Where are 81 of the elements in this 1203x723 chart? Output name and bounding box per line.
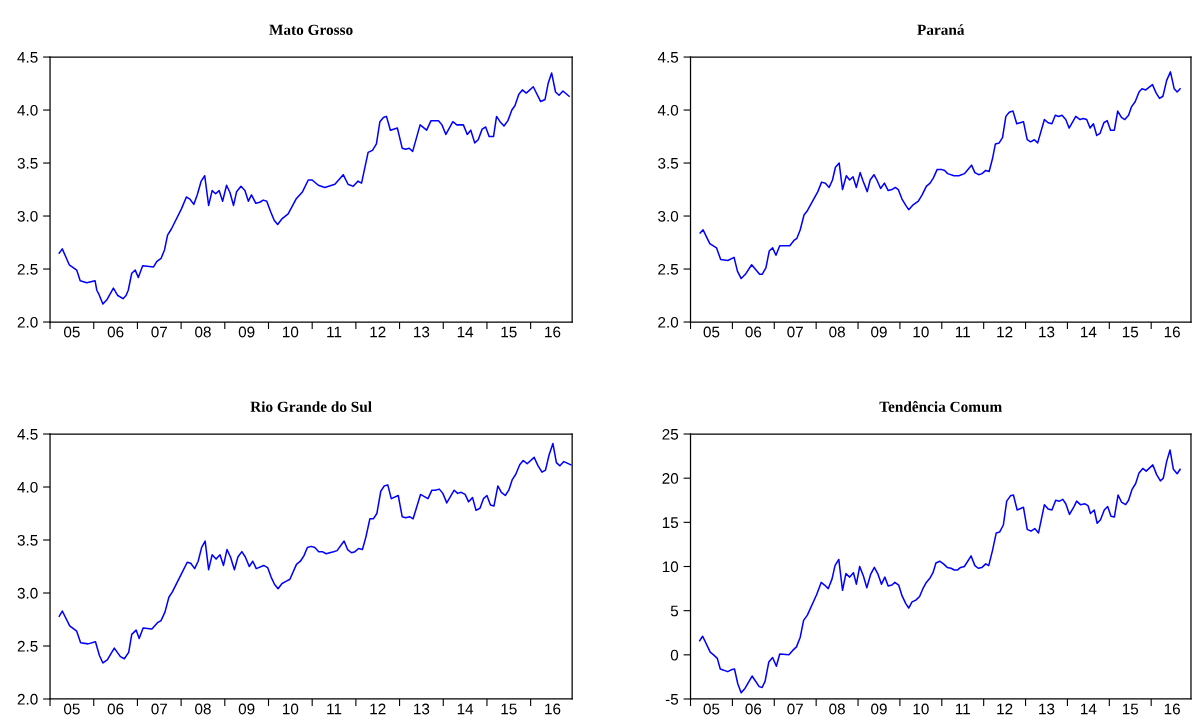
x-tick-label: 14	[457, 703, 474, 715]
y-tick-label: 25	[662, 428, 679, 440]
y-tick-label: 2.0	[658, 316, 679, 328]
x-tick-label: 14	[1081, 326, 1097, 338]
y-tick-label: 10	[662, 561, 679, 573]
chart-title: Rio Grande do Sul	[250, 401, 372, 412]
x-tick-label: 07	[787, 326, 803, 338]
y-tick-label: 3.5	[658, 157, 679, 169]
x-tick-label: 13	[414, 326, 430, 338]
x-tick-label: 08	[829, 703, 845, 715]
chart-title: Tendência Comum	[879, 401, 1002, 412]
y-tick-label: 3.0	[658, 210, 679, 222]
x-tick-label: 15	[501, 703, 517, 715]
x-tick-label: 15	[501, 326, 517, 338]
y-tick-label: 20	[662, 473, 679, 484]
y-tick-label: 4.0	[17, 104, 38, 116]
y-tick-label: 15	[662, 517, 679, 529]
x-tick-label: 10	[913, 703, 929, 715]
x-tick-label: 09	[871, 326, 887, 338]
x-tick-label: 07	[787, 703, 803, 715]
line-series	[58, 442, 572, 664]
line-series	[58, 72, 570, 305]
y-tick-label: 4.5	[17, 429, 38, 440]
x-tick-label: 13	[1039, 703, 1055, 715]
x-tick-label: 06	[745, 326, 762, 338]
x-tick-label: 09	[871, 703, 887, 715]
x-tick-label: 16	[1164, 703, 1180, 715]
y-tick-label: 3.5	[17, 157, 38, 169]
x-tick-label: 08	[195, 326, 211, 338]
x-tick-label: 09	[238, 703, 255, 715]
x-tick-label: 16	[1164, 326, 1180, 338]
x-tick-label: 12	[997, 703, 1013, 715]
y-tick-label: 2.5	[658, 263, 679, 275]
x-tick-label: 10	[283, 703, 299, 715]
y-tick-label: 4.5	[17, 52, 38, 63]
y-tick-label: 4.0	[657, 104, 679, 116]
y-tick-label: -5	[665, 694, 679, 705]
x-tick-label: 05	[63, 703, 80, 715]
x-tick-label: 08	[829, 326, 845, 338]
line-series	[698, 449, 1181, 694]
y-tick-label: 3.0	[17, 210, 38, 222]
y-tick-label: 0	[670, 649, 679, 661]
y-tick-label: 3.0	[17, 587, 38, 599]
x-tick-label: 13	[1039, 326, 1055, 338]
x-tick-label: 16	[545, 326, 561, 338]
x-tick-label: 11	[955, 326, 970, 338]
chart-title: Paraná	[917, 24, 965, 35]
x-tick-label: 14	[457, 326, 474, 338]
line-series	[699, 71, 1181, 280]
x-tick-label: 11	[327, 326, 342, 338]
x-tick-label: 16	[545, 703, 561, 715]
x-tick-label: 07	[151, 703, 167, 715]
x-tick-label: 10	[283, 326, 299, 338]
x-tick-label: 15	[1122, 326, 1139, 338]
x-tick-label: 12	[370, 703, 386, 715]
y-tick-label: 4.0	[17, 481, 38, 493]
x-tick-label: 05	[63, 326, 80, 338]
x-tick-label: 14	[1081, 703, 1097, 715]
x-tick-label: 11	[955, 703, 970, 715]
x-tick-label: 10	[913, 326, 929, 338]
x-tick-label: 05	[703, 703, 720, 715]
x-tick-label: 13	[414, 703, 430, 715]
x-tick-label: 12	[997, 326, 1013, 338]
x-tick-label: 06	[107, 703, 124, 715]
x-tick-label: 12	[370, 326, 386, 338]
x-tick-label: 15	[1122, 703, 1139, 715]
y-tick-label: 2.5	[17, 640, 38, 652]
y-tick-label: 2.0	[17, 693, 38, 705]
x-tick-label: 07	[151, 326, 167, 338]
x-tick-label: 11	[327, 703, 342, 715]
chart-title: Mato Grosso	[269, 24, 353, 35]
y-tick-label: 4.5	[657, 52, 679, 63]
y-tick-label: 2.5	[17, 263, 38, 275]
x-tick-label: 06	[107, 326, 124, 338]
y-tick-label: 3.5	[17, 534, 38, 546]
x-tick-label: 05	[703, 326, 720, 338]
x-tick-label: 09	[238, 326, 255, 338]
x-tick-label: 06	[745, 703, 762, 715]
y-tick-label: 5	[670, 605, 679, 617]
x-tick-label: 08	[195, 703, 211, 715]
y-tick-label: 2.0	[17, 316, 38, 328]
